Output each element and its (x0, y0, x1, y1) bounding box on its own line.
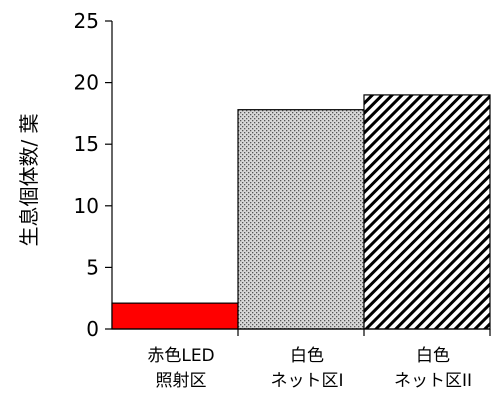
bar-1 (111, 302, 239, 330)
x-category-label: 白色 (416, 346, 450, 366)
bars (111, 94, 491, 330)
y-tick-label: 15 (74, 132, 99, 156)
y-tick-label: 5 (86, 255, 99, 279)
bar-3 (363, 94, 491, 330)
x-category-label: ネット区II (394, 371, 472, 391)
x-category-label: 白色 (290, 346, 324, 366)
y-tick-label: 25 (74, 9, 99, 33)
y-tick-label: 20 (74, 71, 99, 95)
y-tick-label: 0 (86, 317, 99, 341)
x-category-label: 赤色LED (147, 346, 214, 366)
x-category-label: 照射区 (156, 371, 207, 391)
bar-2 (237, 109, 365, 330)
y-axis-label: 生息個体数/ 葉 (17, 113, 41, 246)
y-axis: 0 5 10 15 20 25 (74, 9, 113, 341)
y-tick-label: 10 (74, 194, 99, 218)
x-category-label: ネット区I (270, 371, 343, 391)
